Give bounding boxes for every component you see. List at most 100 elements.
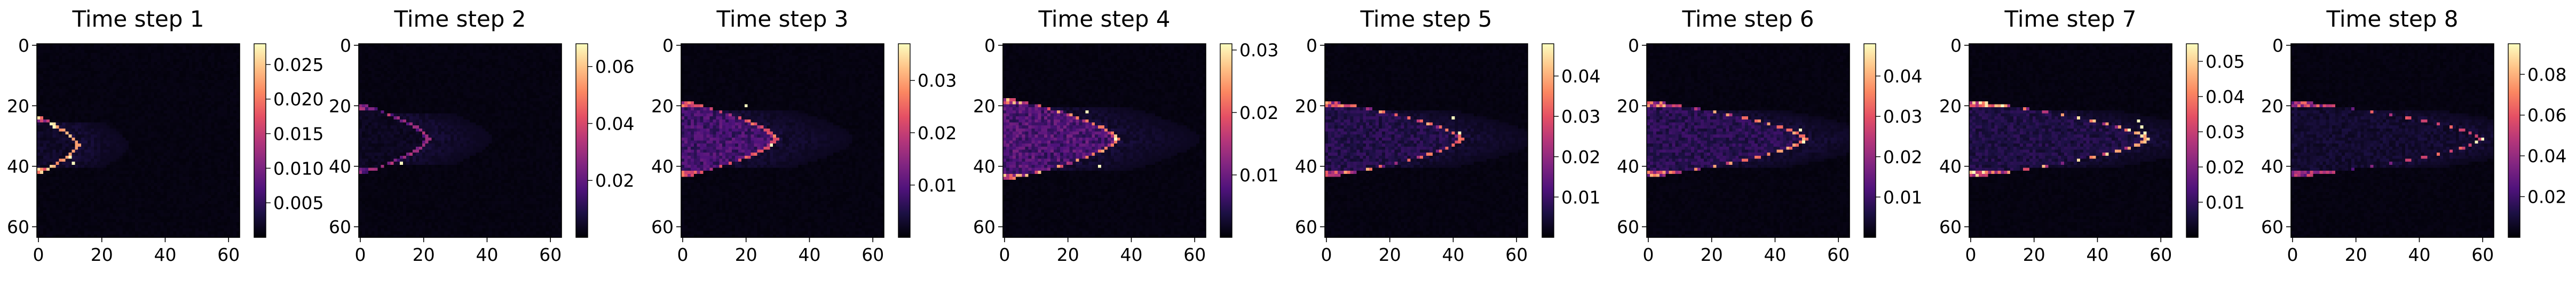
panel-title: Time step 2 — [393, 6, 526, 32]
y-tick-label: 60 — [973, 217, 995, 237]
panel-title: Time step 1 — [72, 6, 204, 32]
colorbar-frame — [575, 43, 588, 238]
y-tick-label: 0 — [1306, 35, 1317, 56]
y-tick-label: 20 — [2261, 95, 2283, 116]
x-tick-label: 0 — [354, 244, 366, 265]
y-tick-label: 40 — [1939, 156, 1962, 177]
x-tick-label: 40 — [2408, 244, 2430, 265]
y-tick-label: 0 — [340, 35, 351, 56]
colorbar-tick-label: 0.025 — [273, 54, 323, 75]
y-tick-label: 60 — [1295, 217, 1317, 237]
colorbar — [2186, 44, 2198, 237]
colorbar-frame — [2186, 43, 2199, 238]
axes-frame — [1646, 43, 1850, 238]
x-tick-label: 0 — [1965, 244, 1976, 265]
colorbar-tick-label: 0.02 — [2527, 187, 2566, 208]
axes-frame — [358, 43, 562, 238]
x-tick-label: 60 — [1183, 244, 1206, 265]
x-tick-label: 40 — [798, 244, 820, 265]
x-tick-label: 60 — [539, 244, 562, 265]
y-tick-label: 40 — [7, 156, 29, 177]
heatmap-panel: Time step 50 20 40 6002040600.010.020.030.0… — [1295, 6, 1600, 265]
colorbar-tick-label: 0.04 — [1883, 66, 1922, 87]
colorbar-tick-label: 0.06 — [2527, 105, 2566, 126]
axes-frame — [2290, 43, 2494, 238]
x-tick-label: 20 — [2345, 244, 2367, 265]
axes-frame — [1002, 43, 1206, 238]
colorbar — [2508, 44, 2520, 237]
colorbar-tick-label: 0.05 — [2206, 51, 2245, 72]
x-tick-label: 40 — [1120, 244, 1142, 265]
y-tick-label: 60 — [329, 217, 351, 237]
colorbar-frame — [1863, 43, 1876, 238]
panel-title: Time step 3 — [716, 6, 848, 32]
heatmap-image — [1969, 44, 2172, 237]
colorbar-tick-label: 0.03 — [1561, 106, 1600, 127]
colorbar-frame — [898, 43, 911, 238]
x-tick-label: 0 — [1642, 244, 1654, 265]
colorbar-tick-label: 0.01 — [1239, 165, 1278, 186]
colorbar-tick-label: 0.03 — [918, 70, 957, 91]
panel-title: Time step 5 — [1360, 6, 1492, 32]
heatmap-panel: Time step 70 20 40 6002040600.010.020.030.0… — [1939, 6, 2245, 265]
y-tick-label: 20 — [7, 95, 29, 116]
axes-frame — [1324, 43, 1528, 238]
x-tick-label: 20 — [91, 244, 113, 265]
x-tick-label: 40 — [1442, 244, 1464, 265]
x-tick-label: 0 — [999, 244, 1010, 265]
panel-title: Time step 6 — [1681, 6, 1814, 32]
y-tick-label: 60 — [651, 217, 674, 237]
colorbar — [254, 44, 266, 237]
y-tick-label: 0 — [984, 35, 995, 56]
heatmap-panel: Time step 10 20 40 6002040600.0050.0100.015… — [7, 6, 323, 265]
x-tick-label: 60 — [1827, 244, 1850, 265]
y-tick-label: 40 — [1617, 156, 1639, 177]
colorbar-tick-label: 0.02 — [918, 123, 957, 143]
colorbar-tick-label: 0.005 — [273, 193, 323, 213]
colorbar-tick-label: 0.01 — [2206, 192, 2245, 213]
y-tick-label: 40 — [329, 156, 351, 177]
y-tick-label: 20 — [1617, 95, 1639, 116]
panel-title: Time step 7 — [2004, 6, 2136, 32]
colorbar-tick-label: 0.04 — [1561, 66, 1600, 87]
axes-frame — [36, 43, 240, 238]
heatmap-image — [1003, 44, 1206, 237]
x-tick-label: 60 — [2471, 244, 2494, 265]
x-tick-label: 20 — [1057, 244, 1079, 265]
colorbar — [898, 44, 910, 237]
x-tick-label: 0 — [2287, 244, 2298, 265]
colorbar-tick-label: 0.04 — [595, 113, 634, 134]
x-tick-label: 40 — [1764, 244, 1786, 265]
y-tick-label: 0 — [1950, 35, 1962, 56]
x-tick-label: 60 — [1505, 244, 1528, 265]
x-tick-label: 40 — [476, 244, 498, 265]
axes-frame — [1969, 43, 2172, 238]
y-tick-label: 40 — [973, 156, 995, 177]
colorbar — [1542, 44, 1554, 237]
colorbar-tick-label: 0.03 — [1883, 106, 1922, 127]
colorbar-tick-label: 0.04 — [2206, 86, 2245, 107]
heatmap-image — [359, 44, 562, 237]
y-tick-label: 60 — [1617, 217, 1639, 237]
x-tick-label: 20 — [1701, 244, 1723, 265]
colorbar-tick-label: 0.03 — [1239, 40, 1278, 61]
colorbar-frame — [2508, 43, 2520, 238]
colorbar-tick-label: 0.02 — [2206, 157, 2245, 178]
colorbar — [576, 44, 588, 237]
colorbar-tick-label: 0.010 — [273, 158, 323, 179]
colorbar-tick-label: 0.03 — [2206, 122, 2245, 142]
colorbar-tick-label: 0.02 — [595, 170, 634, 191]
colorbar-frame — [1220, 43, 1232, 238]
x-tick-label: 40 — [154, 244, 176, 265]
colorbar-frame — [1542, 43, 1554, 238]
panel-title: Time step 8 — [2326, 6, 2458, 32]
x-tick-label: 60 — [862, 244, 884, 265]
x-tick-label: 20 — [1379, 244, 1401, 265]
y-tick-label: 60 — [7, 217, 29, 237]
axes-frame — [681, 43, 884, 238]
x-tick-label: 0 — [677, 244, 688, 265]
